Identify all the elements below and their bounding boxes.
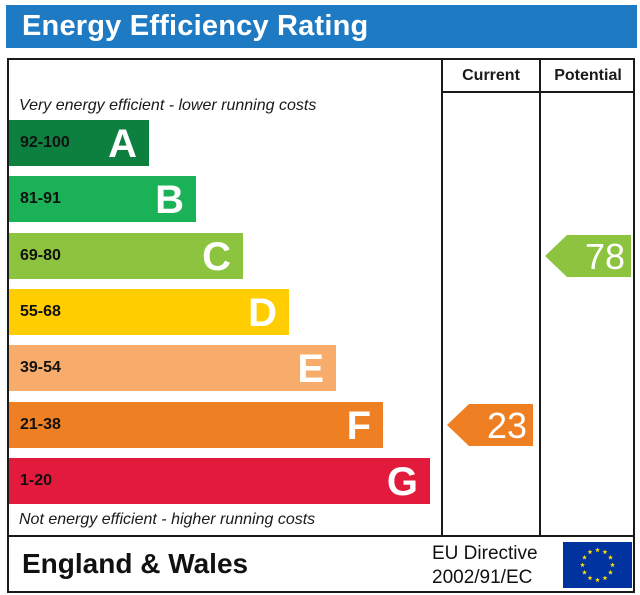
flag-star [582,569,587,575]
column-header-potential: Potential [554,67,622,84]
flag-star [582,554,587,560]
directive-line-1: EU Directive [432,543,538,564]
directive-line-2: 2002/91/EC [432,567,533,588]
band-a: 92-100 A [9,120,149,166]
column-divider-current [441,58,443,537]
band-c: 69-80 C [9,233,243,279]
band-range-label: 39-54 [20,359,61,376]
band-range-label: 55-68 [20,303,61,320]
band-d: 55-68 D [9,289,289,335]
flag-star [610,562,615,568]
top-note: Very energy efficient - lower running co… [19,97,317,114]
potential-arrow-shape [545,235,631,277]
flag-star [595,547,600,553]
bottom-note: Not energy efficient - higher running co… [19,511,316,528]
band-b: 81-91 B [9,176,196,222]
rating-frame [7,58,635,593]
current-arrow-shape [447,404,533,446]
eu-flag-icon [563,542,632,588]
band-range-label: 69-80 [20,247,61,264]
band-g: 1-20 G [9,458,430,504]
band-letter: F [346,404,371,448]
band-letter: D [248,291,277,335]
flag-star [602,549,608,555]
current-rating-value: 23 [486,405,527,446]
flag-star [595,577,600,583]
band-f: 21-38 F [9,402,383,448]
column-header-divider [441,91,635,93]
potential-rating-arrow: 78 [545,235,631,277]
column-header-current: Current [462,67,520,84]
band-letter: B [155,178,184,222]
band-letter: E [297,347,324,391]
current-rating-arrow: 23 [447,404,533,446]
band-range-label: 21-38 [20,416,61,433]
flag-star [587,575,593,581]
footer-divider [7,535,635,537]
flag-star [608,569,613,575]
arrow-polygon [545,235,631,277]
arrow-polygon [447,404,533,446]
flag-star [602,575,608,581]
column-divider-potential [539,58,541,537]
chart-title: Energy Efficiency Rating [22,10,369,42]
band-letter: C [202,235,231,279]
footer-region-label: England & Wales [22,548,249,579]
band-range-label: 92-100 [20,134,70,151]
flag-star [580,562,585,568]
band-range-label: 81-91 [20,190,61,207]
flag-star [587,549,593,555]
band-letter: G [386,460,418,504]
flag-star [608,554,613,560]
potential-rating-value: 78 [584,236,625,277]
band-letter: A [108,122,137,166]
header-bar: Energy Efficiency Rating [6,5,637,48]
band-e: 39-54 E [9,345,336,391]
band-range-label: 1-20 [20,472,53,489]
